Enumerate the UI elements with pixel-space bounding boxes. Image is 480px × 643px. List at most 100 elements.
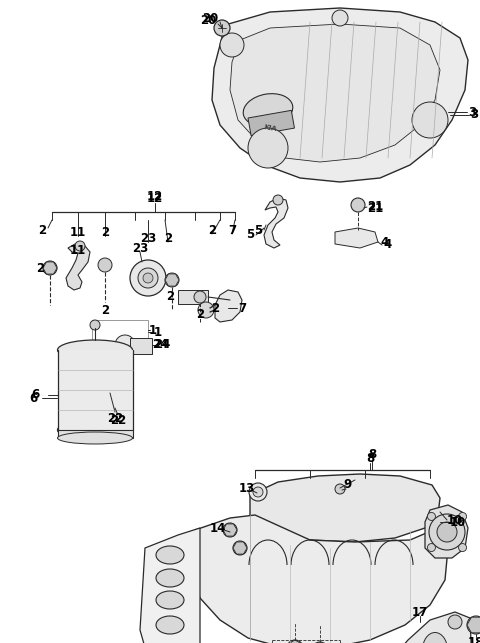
Text: 10: 10 <box>447 514 463 527</box>
Text: 8: 8 <box>368 449 376 462</box>
Polygon shape <box>103 377 117 393</box>
Circle shape <box>287 640 303 643</box>
Polygon shape <box>43 262 57 274</box>
Polygon shape <box>233 542 247 554</box>
Circle shape <box>332 10 348 26</box>
Bar <box>130 338 152 354</box>
Polygon shape <box>230 24 440 162</box>
Text: 2: 2 <box>36 262 44 275</box>
Circle shape <box>143 273 153 283</box>
Circle shape <box>428 512 435 520</box>
Text: 23: 23 <box>140 231 156 244</box>
Text: 6: 6 <box>31 388 39 401</box>
Polygon shape <box>395 612 472 643</box>
Circle shape <box>458 512 467 520</box>
Ellipse shape <box>156 591 184 609</box>
Polygon shape <box>140 528 200 643</box>
Bar <box>248 111 294 136</box>
Polygon shape <box>425 505 468 558</box>
Text: 6: 6 <box>29 392 37 404</box>
Text: 1: 1 <box>154 325 162 338</box>
Text: 12: 12 <box>147 190 163 203</box>
Text: 10: 10 <box>450 516 466 529</box>
Polygon shape <box>165 274 179 286</box>
Circle shape <box>233 541 247 555</box>
Circle shape <box>429 514 465 550</box>
Text: 21: 21 <box>367 201 383 215</box>
Text: 20: 20 <box>200 14 216 26</box>
Text: 2: 2 <box>101 303 109 316</box>
Text: 11: 11 <box>70 226 86 239</box>
Text: 2: 2 <box>166 289 174 302</box>
Circle shape <box>102 377 118 393</box>
Circle shape <box>90 320 100 330</box>
Bar <box>58 430 132 438</box>
Ellipse shape <box>58 432 132 444</box>
Text: 12: 12 <box>147 192 163 204</box>
Circle shape <box>312 642 328 643</box>
Bar <box>178 290 208 304</box>
Text: 18: 18 <box>468 635 480 643</box>
Ellipse shape <box>422 633 447 643</box>
Polygon shape <box>313 642 327 643</box>
Text: 24: 24 <box>152 338 168 352</box>
Circle shape <box>412 102 448 138</box>
Text: 2: 2 <box>101 226 109 239</box>
Polygon shape <box>192 515 448 643</box>
Circle shape <box>75 241 85 251</box>
Circle shape <box>467 616 480 634</box>
Text: 2: 2 <box>164 231 172 244</box>
Text: 5: 5 <box>246 228 254 242</box>
Polygon shape <box>215 290 242 322</box>
Text: 3: 3 <box>468 105 476 118</box>
Text: 2: 2 <box>196 309 204 322</box>
Ellipse shape <box>156 546 184 564</box>
Circle shape <box>138 268 158 288</box>
Text: 7: 7 <box>228 224 236 237</box>
Text: 4: 4 <box>384 239 392 251</box>
Circle shape <box>448 615 462 629</box>
Circle shape <box>248 128 288 168</box>
Circle shape <box>198 302 214 318</box>
Text: 2: 2 <box>211 302 219 314</box>
Ellipse shape <box>58 420 132 440</box>
Text: 2: 2 <box>208 224 216 237</box>
Circle shape <box>220 33 244 57</box>
Text: 23: 23 <box>132 242 148 255</box>
Polygon shape <box>223 524 237 536</box>
Text: 1: 1 <box>149 323 157 336</box>
Text: 11: 11 <box>70 244 86 257</box>
Text: 3: 3 <box>470 109 478 122</box>
Text: 7: 7 <box>238 302 246 314</box>
Circle shape <box>253 487 263 497</box>
Polygon shape <box>335 228 378 248</box>
Polygon shape <box>66 244 90 290</box>
Circle shape <box>194 291 206 303</box>
Circle shape <box>249 483 267 501</box>
Bar <box>58 350 132 430</box>
Circle shape <box>437 522 457 542</box>
Text: 4: 4 <box>381 235 389 248</box>
Circle shape <box>273 195 283 205</box>
Polygon shape <box>250 474 440 542</box>
Text: 20: 20 <box>202 12 218 24</box>
Circle shape <box>335 484 345 494</box>
Text: 13: 13 <box>239 482 255 494</box>
Circle shape <box>115 335 135 355</box>
Circle shape <box>351 198 365 212</box>
Text: 22: 22 <box>110 413 126 426</box>
Text: 24: 24 <box>154 338 170 352</box>
Ellipse shape <box>243 94 293 126</box>
Ellipse shape <box>156 616 184 634</box>
Polygon shape <box>288 640 302 643</box>
Circle shape <box>223 523 237 537</box>
Circle shape <box>98 258 112 272</box>
Text: 14: 14 <box>210 521 226 534</box>
Circle shape <box>214 20 230 36</box>
Ellipse shape <box>58 340 132 360</box>
Text: 2: 2 <box>38 224 46 237</box>
Text: KIA: KIA <box>263 124 277 132</box>
Text: 21: 21 <box>367 199 383 212</box>
Polygon shape <box>212 8 468 182</box>
Circle shape <box>130 260 166 296</box>
